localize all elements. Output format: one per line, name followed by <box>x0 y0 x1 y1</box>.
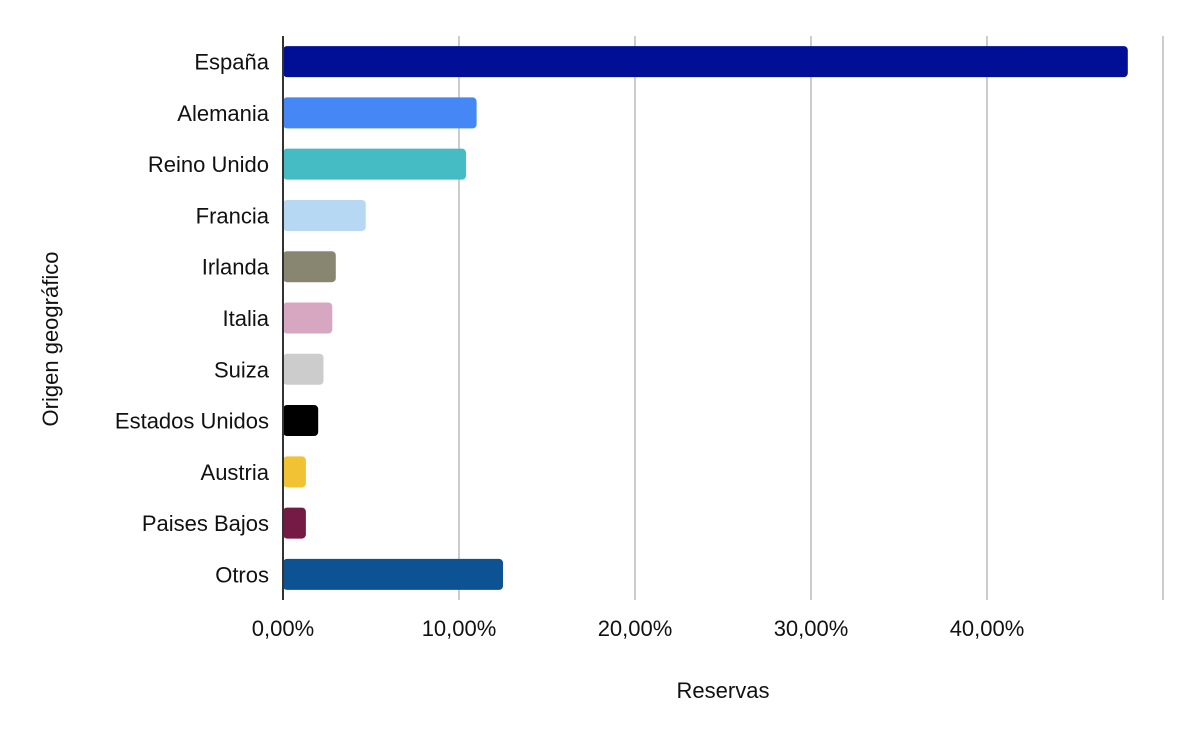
x-tick-label: 40,00% <box>950 616 1025 641</box>
bar-austria <box>283 456 306 488</box>
x-tick-labels: 0,00% 10,00% 20,00% 30,00% 40,00% <box>252 616 1025 641</box>
category-label-italia: Italia <box>223 306 270 331</box>
bar-paises-bajos <box>283 507 306 539</box>
category-label-irlanda: Irlanda <box>202 255 270 280</box>
category-label-otros: Otros <box>215 562 269 587</box>
category-label-paises-bajos: Paises Bajos <box>142 511 269 536</box>
bar-alemania <box>283 97 477 129</box>
category-label-espana: España <box>194 50 269 75</box>
bar-suiza <box>283 353 324 385</box>
bar-estados-unidos <box>283 405 319 437</box>
x-tick-label: 30,00% <box>774 616 849 641</box>
bars <box>283 46 1128 590</box>
category-label-austria: Austria <box>201 460 270 485</box>
y-axis-title: Origen geográfico <box>38 252 63 427</box>
bar-francia <box>283 199 366 231</box>
x-tick-label: 20,00% <box>598 616 673 641</box>
category-label-francia: Francia <box>196 203 270 228</box>
category-labels: España Alemania Reino Unido Francia Irlanda I… <box>115 50 270 588</box>
bar-reino-unido <box>283 148 467 180</box>
gridlines <box>458 36 1164 600</box>
bar-espana <box>283 46 1128 78</box>
bar-irlanda <box>283 251 336 283</box>
x-axis-title: Reservas <box>677 678 770 703</box>
bar-otros <box>283 558 503 590</box>
bar-italia <box>283 302 333 334</box>
category-label-alemania: Alemania <box>177 101 269 126</box>
category-label-suiza: Suiza <box>214 357 270 382</box>
x-tick-label: 0,00% <box>252 616 314 641</box>
category-label-estados-unidos: Estados Unidos <box>115 409 269 434</box>
x-tick-label: 10,00% <box>422 616 497 641</box>
category-label-reino-unido: Reino Unido <box>148 152 269 177</box>
